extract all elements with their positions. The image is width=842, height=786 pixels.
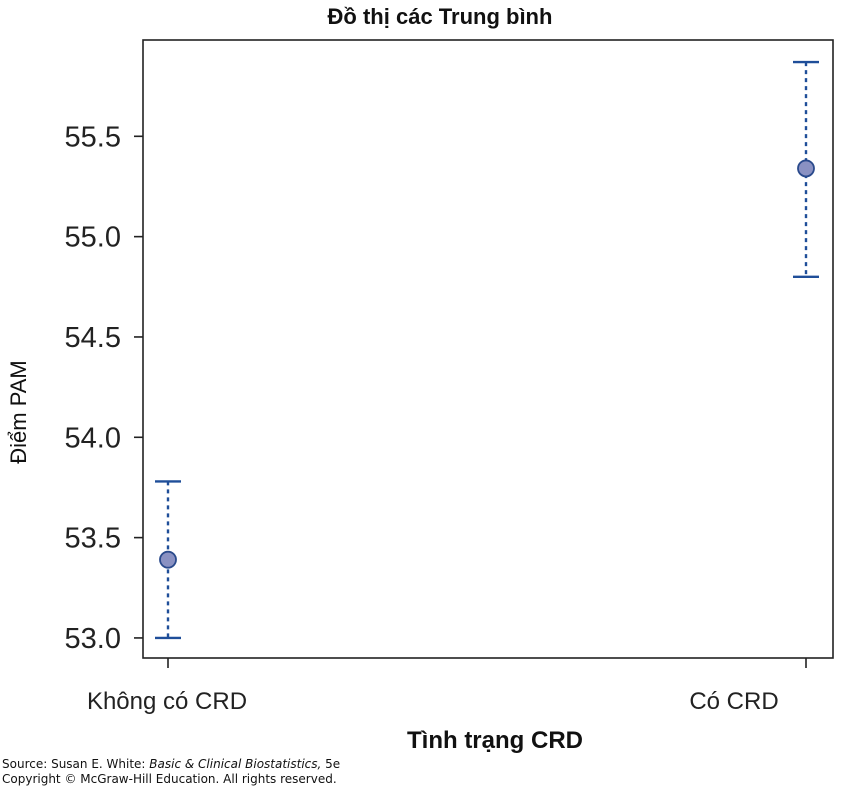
x-tick-label: Không có CRD	[87, 688, 247, 715]
x-axis-label: Tình trạng CRD	[407, 727, 583, 754]
y-tick-label: 54.5	[65, 322, 121, 354]
mean-point	[159, 550, 177, 569]
source-edition: 5e	[321, 757, 341, 771]
x-tick-label: Có CRD	[689, 688, 778, 715]
chart-title: Đồ thị các Trung bình	[328, 4, 553, 29]
plot-marks	[155, 60, 819, 640]
copyright-line: Copyright © McGraw-Hill Education. All r…	[2, 772, 337, 786]
y-axis: 53.0 53.5 54.0 54.5 55.0 55.5	[65, 121, 143, 655]
x-axis: Không có CRD Có CRD	[87, 658, 807, 715]
copyright-text: Copyright © McGraw-Hill Education. All r…	[2, 772, 337, 786]
source-book: Basic & Clinical Biostatistics,	[149, 757, 322, 771]
y-tick-label: 53.5	[65, 523, 121, 555]
y-tick-label: 55.0	[65, 222, 121, 254]
source-line: Source: Susan E. White: Basic & Clinical…	[2, 757, 340, 771]
y-tick-label: 55.5	[65, 121, 121, 153]
source-prefix: Source: Susan E. White:	[2, 757, 150, 771]
y-axis-label: Điểm PAM	[6, 360, 31, 464]
y-tick-label: 53.0	[65, 623, 121, 655]
mean-point	[797, 159, 815, 178]
y-tick-label: 54.0	[65, 422, 121, 454]
plot-frame	[142, 39, 834, 659]
